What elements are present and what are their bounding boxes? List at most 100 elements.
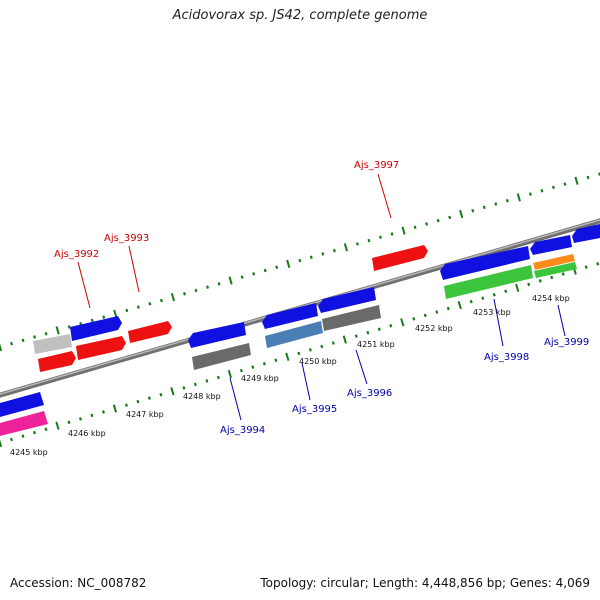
minor-tick bbox=[194, 288, 198, 293]
tick-labels: 4245 kbp 4246 kbp 4247 kbp 4248 kbp 4249… bbox=[10, 294, 570, 457]
outer-tick-track bbox=[0, 172, 600, 352]
minor-tick bbox=[354, 334, 358, 338]
gene-feature[interactable] bbox=[530, 235, 572, 255]
gene-feature[interactable] bbox=[444, 265, 533, 299]
minor-tick bbox=[44, 331, 48, 336]
tick-label: 4254 kbp bbox=[532, 294, 570, 303]
major-tick bbox=[170, 387, 175, 396]
plus-strand-features bbox=[33, 245, 428, 372]
major-tick bbox=[515, 283, 520, 292]
gene-feature[interactable] bbox=[534, 262, 577, 278]
tick-label: 4245 kbp bbox=[10, 448, 48, 457]
minor-tick bbox=[206, 285, 210, 289]
tick-label: 4251 kbp bbox=[357, 340, 395, 349]
minor-tick bbox=[44, 427, 48, 431]
gene-feature[interactable] bbox=[262, 303, 318, 329]
minor-tick bbox=[481, 296, 485, 300]
minor-tick bbox=[183, 292, 186, 296]
gene-feature[interactable] bbox=[0, 392, 44, 417]
minor-tick bbox=[425, 222, 429, 226]
minor-tick bbox=[239, 368, 243, 373]
minor-tick bbox=[125, 308, 129, 313]
gene-label-minus[interactable]: Ajs_3999 bbox=[544, 337, 589, 348]
minor-tick bbox=[561, 272, 565, 276]
gene-label-minus[interactable]: Ajs_3998 bbox=[484, 352, 529, 363]
gene-label-minus[interactable]: Ajs_3995 bbox=[292, 404, 337, 415]
gene-label-minus[interactable]: Ajs_3994 bbox=[220, 425, 265, 436]
minor-tick bbox=[596, 261, 600, 266]
minor-tick bbox=[504, 289, 508, 294]
gene-labels: Ajs_3992 Ajs_3993 Ajs_3997 Ajs_3994 Ajs_… bbox=[54, 160, 589, 436]
major-tick bbox=[55, 326, 60, 335]
major-tick bbox=[459, 209, 464, 219]
minor-tick bbox=[309, 255, 313, 259]
minor-tick bbox=[159, 298, 163, 303]
minor-tick bbox=[33, 335, 37, 339]
gene-feature[interactable] bbox=[265, 321, 323, 348]
label-connectors bbox=[77, 173, 566, 421]
minor-tick bbox=[412, 317, 416, 321]
major-tick bbox=[228, 276, 233, 285]
gene-feature[interactable] bbox=[372, 245, 428, 271]
minus-strand-features bbox=[0, 224, 600, 436]
gene-feature[interactable] bbox=[572, 224, 600, 243]
minor-tick bbox=[298, 258, 302, 263]
minor-tick bbox=[471, 208, 475, 213]
gene-label-plus[interactable]: Ajs_3992 bbox=[54, 249, 99, 260]
tick-label: 4252 kbp bbox=[415, 324, 453, 333]
gene-label-plus[interactable]: Ajs_3997 bbox=[354, 160, 399, 171]
gene-feature[interactable] bbox=[0, 411, 48, 436]
minor-tick bbox=[308, 348, 312, 352]
minor-tick bbox=[320, 344, 324, 349]
minor-tick bbox=[78, 417, 82, 421]
gene-feature[interactable] bbox=[188, 322, 246, 348]
tick-label: 4247 kbp bbox=[126, 410, 164, 419]
minor-tick bbox=[147, 396, 151, 400]
gene-feature[interactable] bbox=[38, 351, 76, 372]
major-tick bbox=[0, 343, 3, 352]
minor-tick bbox=[32, 430, 36, 435]
minor-tick bbox=[101, 410, 105, 414]
minor-tick bbox=[563, 182, 567, 186]
major-tick bbox=[170, 293, 176, 302]
minor-tick bbox=[366, 330, 370, 335]
minor-tick bbox=[205, 379, 209, 383]
minor-tick bbox=[446, 306, 450, 311]
minor-tick bbox=[217, 282, 221, 286]
minor-tick bbox=[367, 238, 371, 243]
major-tick bbox=[285, 352, 290, 361]
inner-tick-track bbox=[0, 261, 600, 448]
minor-tick bbox=[528, 192, 532, 196]
gene-label-minus[interactable]: Ajs_3996 bbox=[347, 388, 392, 399]
gene-feature[interactable] bbox=[33, 334, 72, 354]
minor-tick bbox=[90, 413, 94, 418]
major-tick bbox=[400, 318, 405, 327]
minor-tick bbox=[492, 292, 496, 297]
gene-feature[interactable] bbox=[128, 321, 172, 343]
minor-tick bbox=[10, 437, 13, 442]
gene-feature[interactable] bbox=[192, 343, 251, 370]
minor-tick bbox=[240, 275, 244, 279]
major-tick bbox=[112, 404, 118, 413]
minor-tick bbox=[159, 392, 163, 397]
minor-tick bbox=[67, 420, 71, 425]
minor-tick bbox=[193, 382, 197, 387]
gene-feature[interactable] bbox=[322, 305, 381, 331]
gene-label-plus[interactable]: Ajs_3993 bbox=[104, 233, 149, 244]
gene-feature[interactable] bbox=[318, 287, 376, 313]
tick-label: 4250 kbp bbox=[299, 357, 337, 366]
gene-feature[interactable] bbox=[76, 336, 126, 360]
minor-tick bbox=[551, 185, 555, 190]
minor-tick bbox=[448, 215, 452, 220]
major-tick bbox=[0, 439, 3, 448]
minor-tick bbox=[297, 351, 301, 356]
minor-tick bbox=[102, 315, 106, 319]
gene-feature[interactable] bbox=[533, 254, 575, 270]
minor-tick bbox=[435, 310, 439, 314]
gene-feature[interactable] bbox=[440, 246, 530, 280]
minor-tick bbox=[252, 272, 256, 276]
minor-tick bbox=[10, 341, 14, 346]
topology-summary: Topology: circular; Length: 4,448,856 bp… bbox=[260, 576, 590, 590]
gene-feature[interactable] bbox=[70, 316, 122, 341]
minor-tick bbox=[251, 365, 255, 369]
